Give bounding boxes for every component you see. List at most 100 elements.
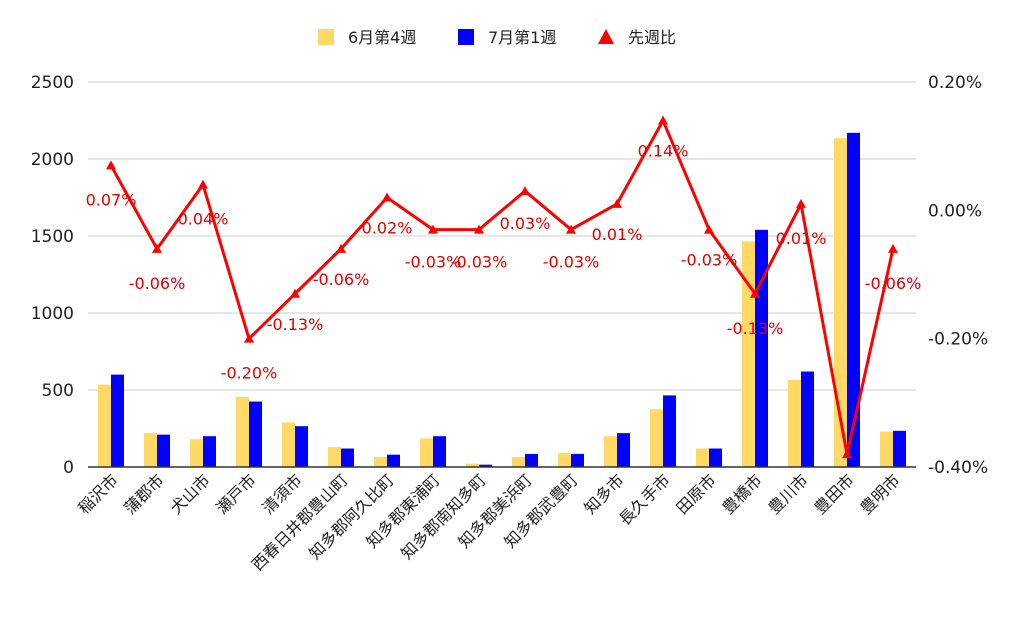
ratio-data-label: -0.03% bbox=[451, 253, 508, 272]
bar-2 bbox=[709, 448, 722, 467]
ratio-point bbox=[428, 224, 438, 234]
ratio-data-label: -0.03% bbox=[543, 253, 600, 272]
ratio-data-label: 0.07% bbox=[86, 190, 137, 209]
bar-1 bbox=[650, 409, 663, 467]
ratio-data-label: -0.06% bbox=[313, 270, 370, 289]
x-category-label: 稲沢市 bbox=[74, 470, 121, 517]
ratio-data-label: 0.01% bbox=[592, 225, 643, 244]
bars bbox=[98, 132, 906, 467]
ratio-data-label: 0.01% bbox=[776, 229, 827, 248]
ratio-series-line bbox=[109, 119, 895, 456]
bar-2 bbox=[663, 395, 676, 467]
legend: 6月第4週 7月第1週 先週比 bbox=[318, 28, 676, 47]
ratio-point bbox=[612, 198, 622, 208]
bar-1 bbox=[788, 379, 801, 467]
ratio-point bbox=[152, 243, 162, 253]
bar-1 bbox=[420, 438, 433, 467]
ratio-point bbox=[888, 243, 898, 253]
bar-2 bbox=[525, 453, 538, 467]
bar-1 bbox=[512, 456, 525, 467]
y2-tick-label: 0.00% bbox=[928, 201, 982, 221]
ratio-data-label: -0.03% bbox=[405, 253, 462, 272]
bar-2 bbox=[111, 374, 124, 467]
bar-2 bbox=[847, 132, 860, 467]
ratio-line bbox=[106, 115, 898, 459]
ratio-point bbox=[382, 192, 392, 202]
legend-marker-triangle bbox=[598, 29, 614, 44]
bar-2 bbox=[249, 401, 262, 467]
bar-1 bbox=[236, 396, 249, 467]
x-category-label: 瀬戸市 bbox=[212, 470, 259, 517]
y-tick-label: 1500 bbox=[31, 227, 74, 247]
legend-marker-square bbox=[318, 29, 334, 45]
y-tick-label: 0 bbox=[63, 458, 74, 478]
ratio-point bbox=[520, 186, 530, 196]
ratio-point bbox=[796, 198, 806, 208]
legend-label: 先週比 bbox=[628, 28, 676, 47]
bar-2 bbox=[341, 448, 354, 467]
ratio-point bbox=[106, 160, 116, 170]
ratio-point bbox=[336, 243, 346, 253]
bar-2 bbox=[801, 371, 814, 467]
ratio-point bbox=[198, 179, 208, 189]
bar-2 bbox=[295, 426, 308, 467]
bar-1 bbox=[374, 456, 387, 467]
ratio-point bbox=[566, 224, 576, 234]
ratio-data-label: -0.13% bbox=[727, 319, 784, 338]
ratio-data-label: -0.13% bbox=[267, 315, 324, 334]
x-category-label: 豊橋市 bbox=[718, 470, 765, 517]
bar-1 bbox=[328, 446, 341, 467]
bar-1 bbox=[282, 422, 295, 467]
ratio-data-label: -0.03% bbox=[681, 251, 738, 270]
y2-tick-label: -0.20% bbox=[928, 330, 988, 350]
y-tick-label: 2500 bbox=[31, 73, 74, 93]
ratio-data-label: 0.02% bbox=[362, 219, 413, 238]
bar-2 bbox=[203, 436, 216, 467]
ratio-point bbox=[704, 224, 714, 234]
ratio-point bbox=[658, 115, 668, 125]
x-category-label: 田原市 bbox=[672, 470, 719, 517]
legend-marker-square bbox=[458, 29, 474, 45]
bar-1 bbox=[144, 433, 157, 467]
x-category-label: 豊明市 bbox=[856, 470, 903, 517]
bar-1 bbox=[604, 436, 617, 467]
ratio-point bbox=[750, 288, 760, 298]
bar-2 bbox=[755, 229, 768, 467]
ratio-point bbox=[474, 224, 484, 234]
data-labels: 0.07% -0.06% 0.04% -0.20% -0.13% -0.06% 0.02% -… bbox=[86, 142, 922, 383]
y-tick-label: 2000 bbox=[31, 150, 74, 170]
bar-1 bbox=[696, 448, 709, 467]
ratio-data-label: -0.06% bbox=[129, 274, 186, 293]
bar-2 bbox=[157, 434, 170, 467]
legend-label: 6月第4週 bbox=[348, 28, 416, 47]
y2-tick-label: 0.20% bbox=[928, 73, 982, 93]
x-category-label: 犬山市 bbox=[166, 470, 213, 517]
y2-tick-label: -0.40% bbox=[928, 458, 988, 478]
x-category-label: 蒲郡市 bbox=[120, 470, 167, 517]
bar-1 bbox=[190, 439, 203, 467]
x-category-label: 長久手市 bbox=[615, 470, 674, 529]
bar-1 bbox=[466, 463, 479, 467]
bar-1 bbox=[880, 431, 893, 467]
bar-2 bbox=[893, 430, 906, 467]
ratio-point bbox=[842, 449, 852, 459]
y-tick-label: 1000 bbox=[31, 304, 74, 324]
bar-2 bbox=[433, 436, 446, 467]
bar-1 bbox=[742, 241, 755, 467]
bar-1 bbox=[834, 138, 847, 467]
ratio-data-label: -0.06% bbox=[865, 274, 922, 293]
bar-2 bbox=[387, 454, 400, 467]
bar-2 bbox=[617, 433, 630, 467]
y-tick-label: 500 bbox=[42, 381, 74, 401]
x-category-label: 豊川市 bbox=[764, 470, 811, 517]
legend-label: 7月第1週 bbox=[488, 28, 556, 47]
ratio-point bbox=[290, 288, 300, 298]
bar-2 bbox=[571, 453, 584, 467]
bar-1 bbox=[98, 384, 111, 467]
bar-2 bbox=[479, 464, 492, 467]
ratio-data-label: 0.04% bbox=[178, 210, 229, 229]
bar-1 bbox=[558, 453, 571, 467]
ratio-data-label: -0.20% bbox=[221, 364, 278, 383]
